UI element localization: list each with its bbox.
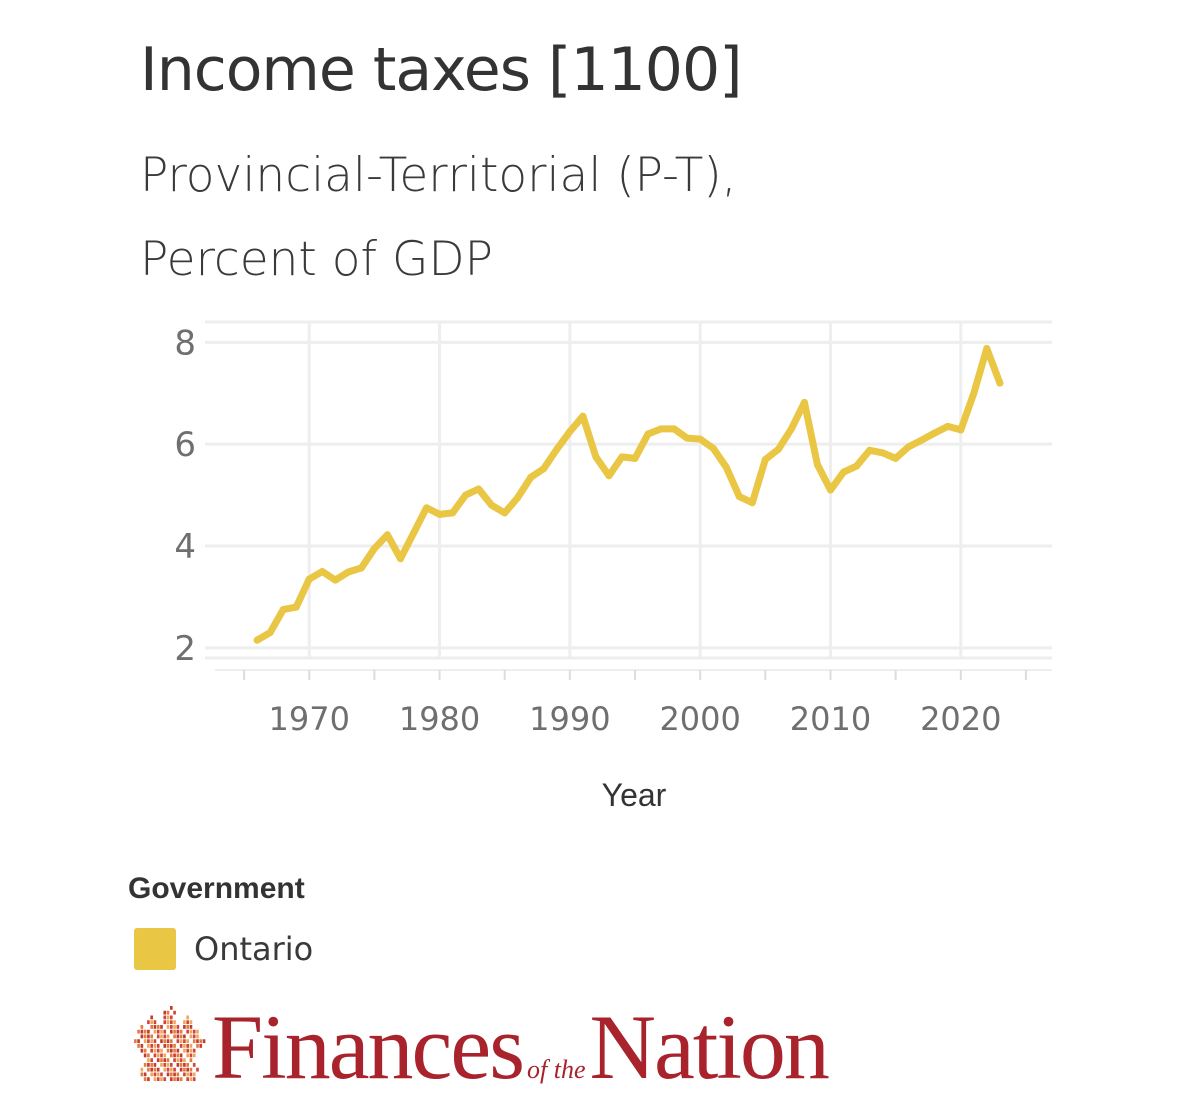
data-point-2011[interactable] bbox=[840, 468, 848, 476]
y-tick-label-2: 2 bbox=[174, 629, 196, 669]
data-point-2012[interactable] bbox=[853, 462, 861, 470]
data-point-1995[interactable] bbox=[631, 454, 639, 462]
subtitle-line-2: Percent of GDP bbox=[140, 232, 493, 287]
data-point-1986[interactable] bbox=[514, 494, 522, 502]
data-point-2000[interactable] bbox=[696, 435, 704, 443]
data-point-2002[interactable] bbox=[722, 463, 730, 471]
axes: 2 4 6 8 1970 1980 1990 2000 2010 2020 bbox=[174, 323, 1052, 738]
line-chart: 2 4 6 8 1970 1980 1990 2000 2010 2020 Year bbox=[174, 320, 1052, 813]
data-point-1981[interactable] bbox=[449, 509, 457, 517]
data-point-1989[interactable] bbox=[553, 445, 561, 453]
data-point-1987[interactable] bbox=[527, 473, 535, 481]
data-point-1996[interactable] bbox=[644, 430, 652, 438]
data-point-2022[interactable] bbox=[983, 344, 991, 352]
data-point-2005[interactable] bbox=[761, 455, 769, 463]
data-point-1974[interactable] bbox=[357, 564, 365, 572]
data-point-1972[interactable] bbox=[331, 576, 339, 584]
data-point-1994[interactable] bbox=[618, 453, 626, 461]
data-point-1969[interactable] bbox=[292, 603, 300, 611]
data-point-1998[interactable] bbox=[670, 425, 678, 433]
legend-label-ontario[interactable]: Ontario bbox=[194, 930, 314, 968]
data-point-1970[interactable] bbox=[305, 575, 313, 583]
data-point-2007[interactable] bbox=[787, 425, 795, 433]
data-point-1966[interactable] bbox=[253, 636, 261, 644]
data-point-2020[interactable] bbox=[957, 426, 965, 434]
data-point-1982[interactable] bbox=[462, 491, 470, 499]
data-point-1977[interactable] bbox=[396, 555, 404, 563]
data-point-1967[interactable] bbox=[266, 629, 274, 637]
x-tick-label-2000: 2000 bbox=[659, 700, 740, 738]
data-point-2016[interactable] bbox=[905, 443, 913, 451]
finances-of-the-nation-logo: Finances of theNation bbox=[212, 994, 830, 1098]
y-tick-label-4: 4 bbox=[174, 527, 196, 567]
x-tick-label-1990: 1990 bbox=[529, 700, 610, 738]
chart-subtitle: Provincial-Territorial (P-T), Percent of… bbox=[140, 134, 737, 302]
logo-word-finances: Finances bbox=[212, 996, 525, 1098]
data-point-1968[interactable] bbox=[279, 606, 287, 614]
chart-title: Income taxes [1100] bbox=[140, 35, 743, 105]
data-point-2006[interactable] bbox=[774, 445, 782, 453]
data-point-1983[interactable] bbox=[475, 485, 483, 493]
x-tick-label-2010: 2010 bbox=[790, 700, 871, 738]
x-tick-label-1980: 1980 bbox=[399, 700, 480, 738]
data-point-1973[interactable] bbox=[344, 568, 352, 576]
grid bbox=[205, 320, 1052, 660]
data-point-1992[interactable] bbox=[592, 453, 600, 461]
maple-leaf-logo-icon bbox=[134, 1006, 206, 1082]
data-point-1979[interactable] bbox=[423, 504, 431, 512]
x-tick-label-1970: 1970 bbox=[269, 700, 350, 738]
data-point-2001[interactable] bbox=[709, 444, 717, 452]
x-axis-label: Year bbox=[602, 777, 667, 813]
series-line-ontario bbox=[253, 345, 1004, 644]
data-point-1976[interactable] bbox=[383, 531, 391, 539]
subtitle-line-1: Provincial-Territorial (P-T), bbox=[140, 148, 737, 203]
data-point-2003[interactable] bbox=[735, 493, 743, 501]
logo-word-of-the: of the bbox=[527, 1055, 586, 1084]
legend-swatch-ontario[interactable] bbox=[134, 928, 176, 970]
data-point-1978[interactable] bbox=[409, 529, 417, 537]
data-point-1971[interactable] bbox=[318, 567, 326, 575]
legend-title: Government bbox=[128, 872, 305, 905]
y-tick-label-6: 6 bbox=[174, 425, 196, 465]
data-point-1975[interactable] bbox=[370, 545, 378, 553]
data-point-2009[interactable] bbox=[813, 461, 821, 469]
x-tick-label-2020: 2020 bbox=[920, 700, 1001, 738]
data-point-2017[interactable] bbox=[918, 436, 926, 444]
data-point-2008[interactable] bbox=[800, 398, 808, 406]
data-point-1985[interactable] bbox=[501, 509, 509, 517]
data-point-2018[interactable] bbox=[931, 429, 939, 437]
data-point-2023[interactable] bbox=[996, 379, 1004, 387]
series-layer bbox=[253, 344, 1004, 644]
data-point-1997[interactable] bbox=[657, 425, 665, 433]
data-point-1999[interactable] bbox=[683, 434, 691, 442]
data-point-1991[interactable] bbox=[579, 412, 587, 420]
data-point-2019[interactable] bbox=[944, 422, 952, 430]
y-tick-label-8: 8 bbox=[174, 323, 196, 363]
data-point-1984[interactable] bbox=[488, 501, 496, 509]
data-point-1988[interactable] bbox=[540, 465, 548, 473]
data-point-2015[interactable] bbox=[892, 454, 900, 462]
data-point-2004[interactable] bbox=[748, 499, 756, 507]
data-point-1990[interactable] bbox=[566, 427, 574, 435]
data-point-2021[interactable] bbox=[970, 389, 978, 397]
logo-word-nation: Nation bbox=[589, 996, 830, 1098]
data-point-2010[interactable] bbox=[826, 486, 834, 494]
data-point-2013[interactable] bbox=[866, 446, 874, 454]
data-point-2014[interactable] bbox=[879, 449, 887, 457]
data-point-1980[interactable] bbox=[436, 510, 444, 518]
data-point-1993[interactable] bbox=[605, 472, 613, 480]
